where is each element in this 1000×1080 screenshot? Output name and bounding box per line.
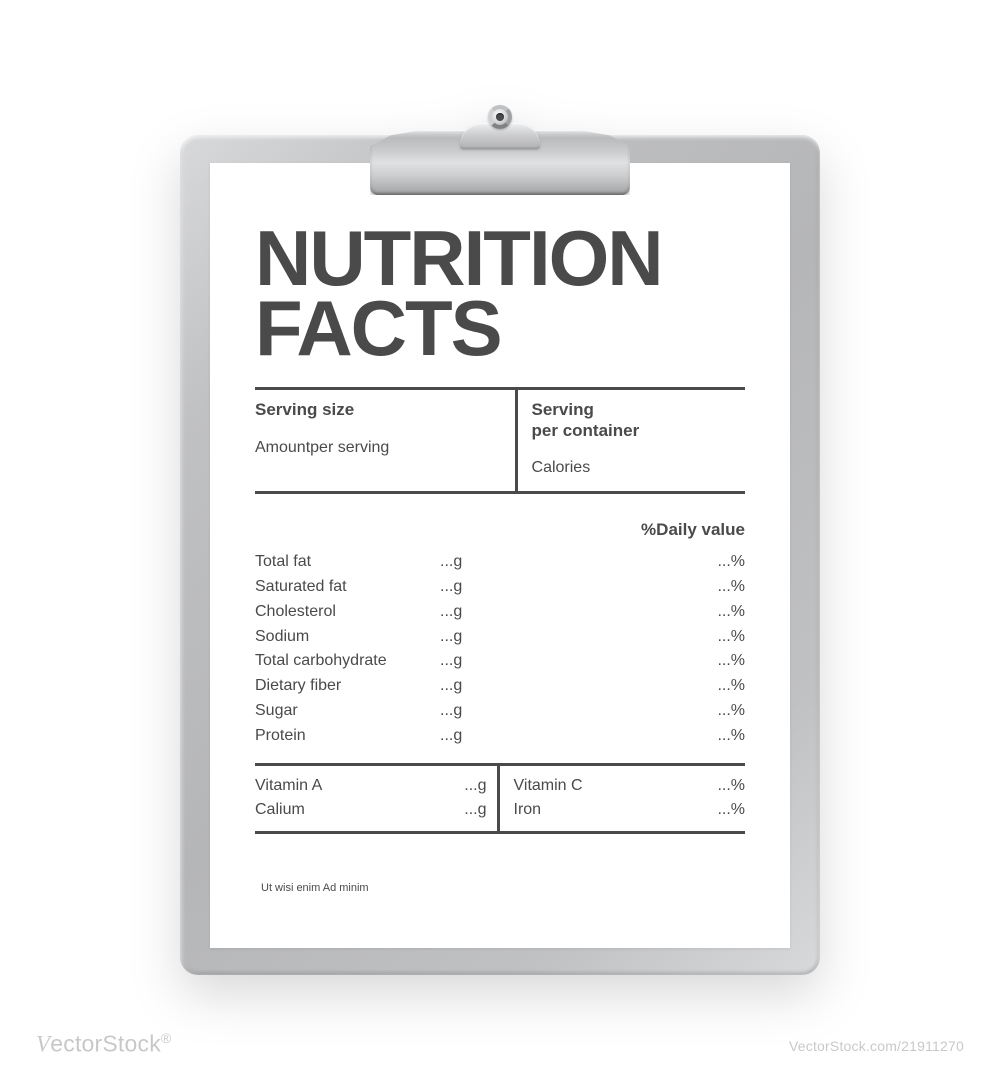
clipboard: NUTRITION FACTS Serving size Amountper s…: [180, 105, 820, 975]
watermark-logo-text: ectorStock: [50, 1031, 161, 1057]
vitamin-name: Vitamin A: [255, 774, 439, 799]
vitamin-name: Vitamin C: [514, 774, 698, 799]
vitamin-right-cell: Vitamin C...%Iron...%: [500, 766, 746, 832]
nutrient-row: Sodium...g...%: [255, 625, 745, 650]
daily-value-header: %Daily value: [255, 506, 745, 550]
nutrient-pct: ...%: [690, 649, 745, 674]
vitamin-row: Iron...%: [514, 798, 746, 823]
clip-ring-icon: [488, 105, 512, 129]
calories-label: Calories: [532, 459, 745, 477]
nutrient-pct: ...%: [690, 699, 745, 724]
nutrient-grams: ...g: [440, 699, 500, 724]
nutrient-pct: ...%: [690, 674, 745, 699]
watermark-logo: VectorStock®: [36, 1030, 171, 1058]
serving-right-cell: Serving per container Calories: [518, 390, 745, 491]
vitamin-value: ...%: [697, 798, 745, 823]
title-line-2: FACTS: [255, 293, 745, 363]
nutrient-row: Sugar...g...%: [255, 699, 745, 724]
vitamin-name: Iron: [514, 798, 698, 823]
nutrient-row: Saturated fat...g...%: [255, 575, 745, 600]
nutrient-grams: ...g: [440, 600, 500, 625]
nutrient-row: Cholesterol...g...%: [255, 600, 745, 625]
nutrient-row: Total fat...g...%: [255, 550, 745, 575]
nutrient-grams: ...g: [440, 550, 500, 575]
nutrient-pct: ...%: [690, 724, 745, 749]
nutrient-name: Sodium: [255, 625, 440, 650]
nutrient-grams: ...g: [440, 625, 500, 650]
nutrient-pct: ...%: [690, 600, 745, 625]
nutrient-name: Total fat: [255, 550, 440, 575]
vitamin-value: ...%: [697, 774, 745, 799]
nutrient-row: Dietary fiber...g...%: [255, 674, 745, 699]
serving-left-cell: Serving size Amountper serving: [255, 390, 518, 491]
nutrient-pct: ...%: [690, 550, 745, 575]
vitamin-row: Calium...g: [255, 798, 487, 823]
nutrient-list: Total fat...g...%Saturated fat...g...%Ch…: [255, 550, 745, 758]
nutrient-name: Sugar: [255, 699, 440, 724]
vitamin-value: ...g: [439, 774, 487, 799]
vitamin-name: Calium: [255, 798, 439, 823]
nutrient-row: Total carbohydrate...g...%: [255, 649, 745, 674]
nutrient-name: Protein: [255, 724, 440, 749]
serving-block: Serving size Amountper serving Serving p…: [255, 387, 745, 494]
nutrient-name: Dietary fiber: [255, 674, 440, 699]
serving-size-label: Serving size: [255, 400, 501, 420]
amount-per-serving: Amountper serving: [255, 439, 501, 457]
nutrient-pct: ...%: [690, 625, 745, 650]
nutrition-title: NUTRITION FACTS: [255, 223, 745, 363]
nutrient-name: Cholesterol: [255, 600, 440, 625]
vitamin-row: Vitamin A...g: [255, 774, 487, 799]
footer-note: Ut wisi enim Ad minim: [255, 882, 745, 894]
nutrient-row: Protein...g...%: [255, 724, 745, 749]
vitamin-block: Vitamin A...gCalium...g Vitamin C...%Iro…: [255, 763, 745, 835]
watermark-id: VectorStock.com/21911270: [789, 1038, 964, 1054]
vitamin-left-cell: Vitamin A...gCalium...g: [255, 766, 500, 832]
vitamin-row: Vitamin C...%: [514, 774, 746, 799]
clipboard-clip: [370, 105, 630, 195]
servings-per-container-label: Serving per container: [532, 400, 745, 441]
nutrient-pct: ...%: [690, 575, 745, 600]
nutrient-grams: ...g: [440, 724, 500, 749]
nutrition-label-paper: NUTRITION FACTS Serving size Amountper s…: [210, 163, 790, 948]
vitamin-value: ...g: [439, 798, 487, 823]
nutrient-grams: ...g: [440, 575, 500, 600]
nutrient-name: Saturated fat: [255, 575, 440, 600]
nutrient-grams: ...g: [440, 649, 500, 674]
nutrient-grams: ...g: [440, 674, 500, 699]
nutrient-name: Total carbohydrate: [255, 649, 440, 674]
